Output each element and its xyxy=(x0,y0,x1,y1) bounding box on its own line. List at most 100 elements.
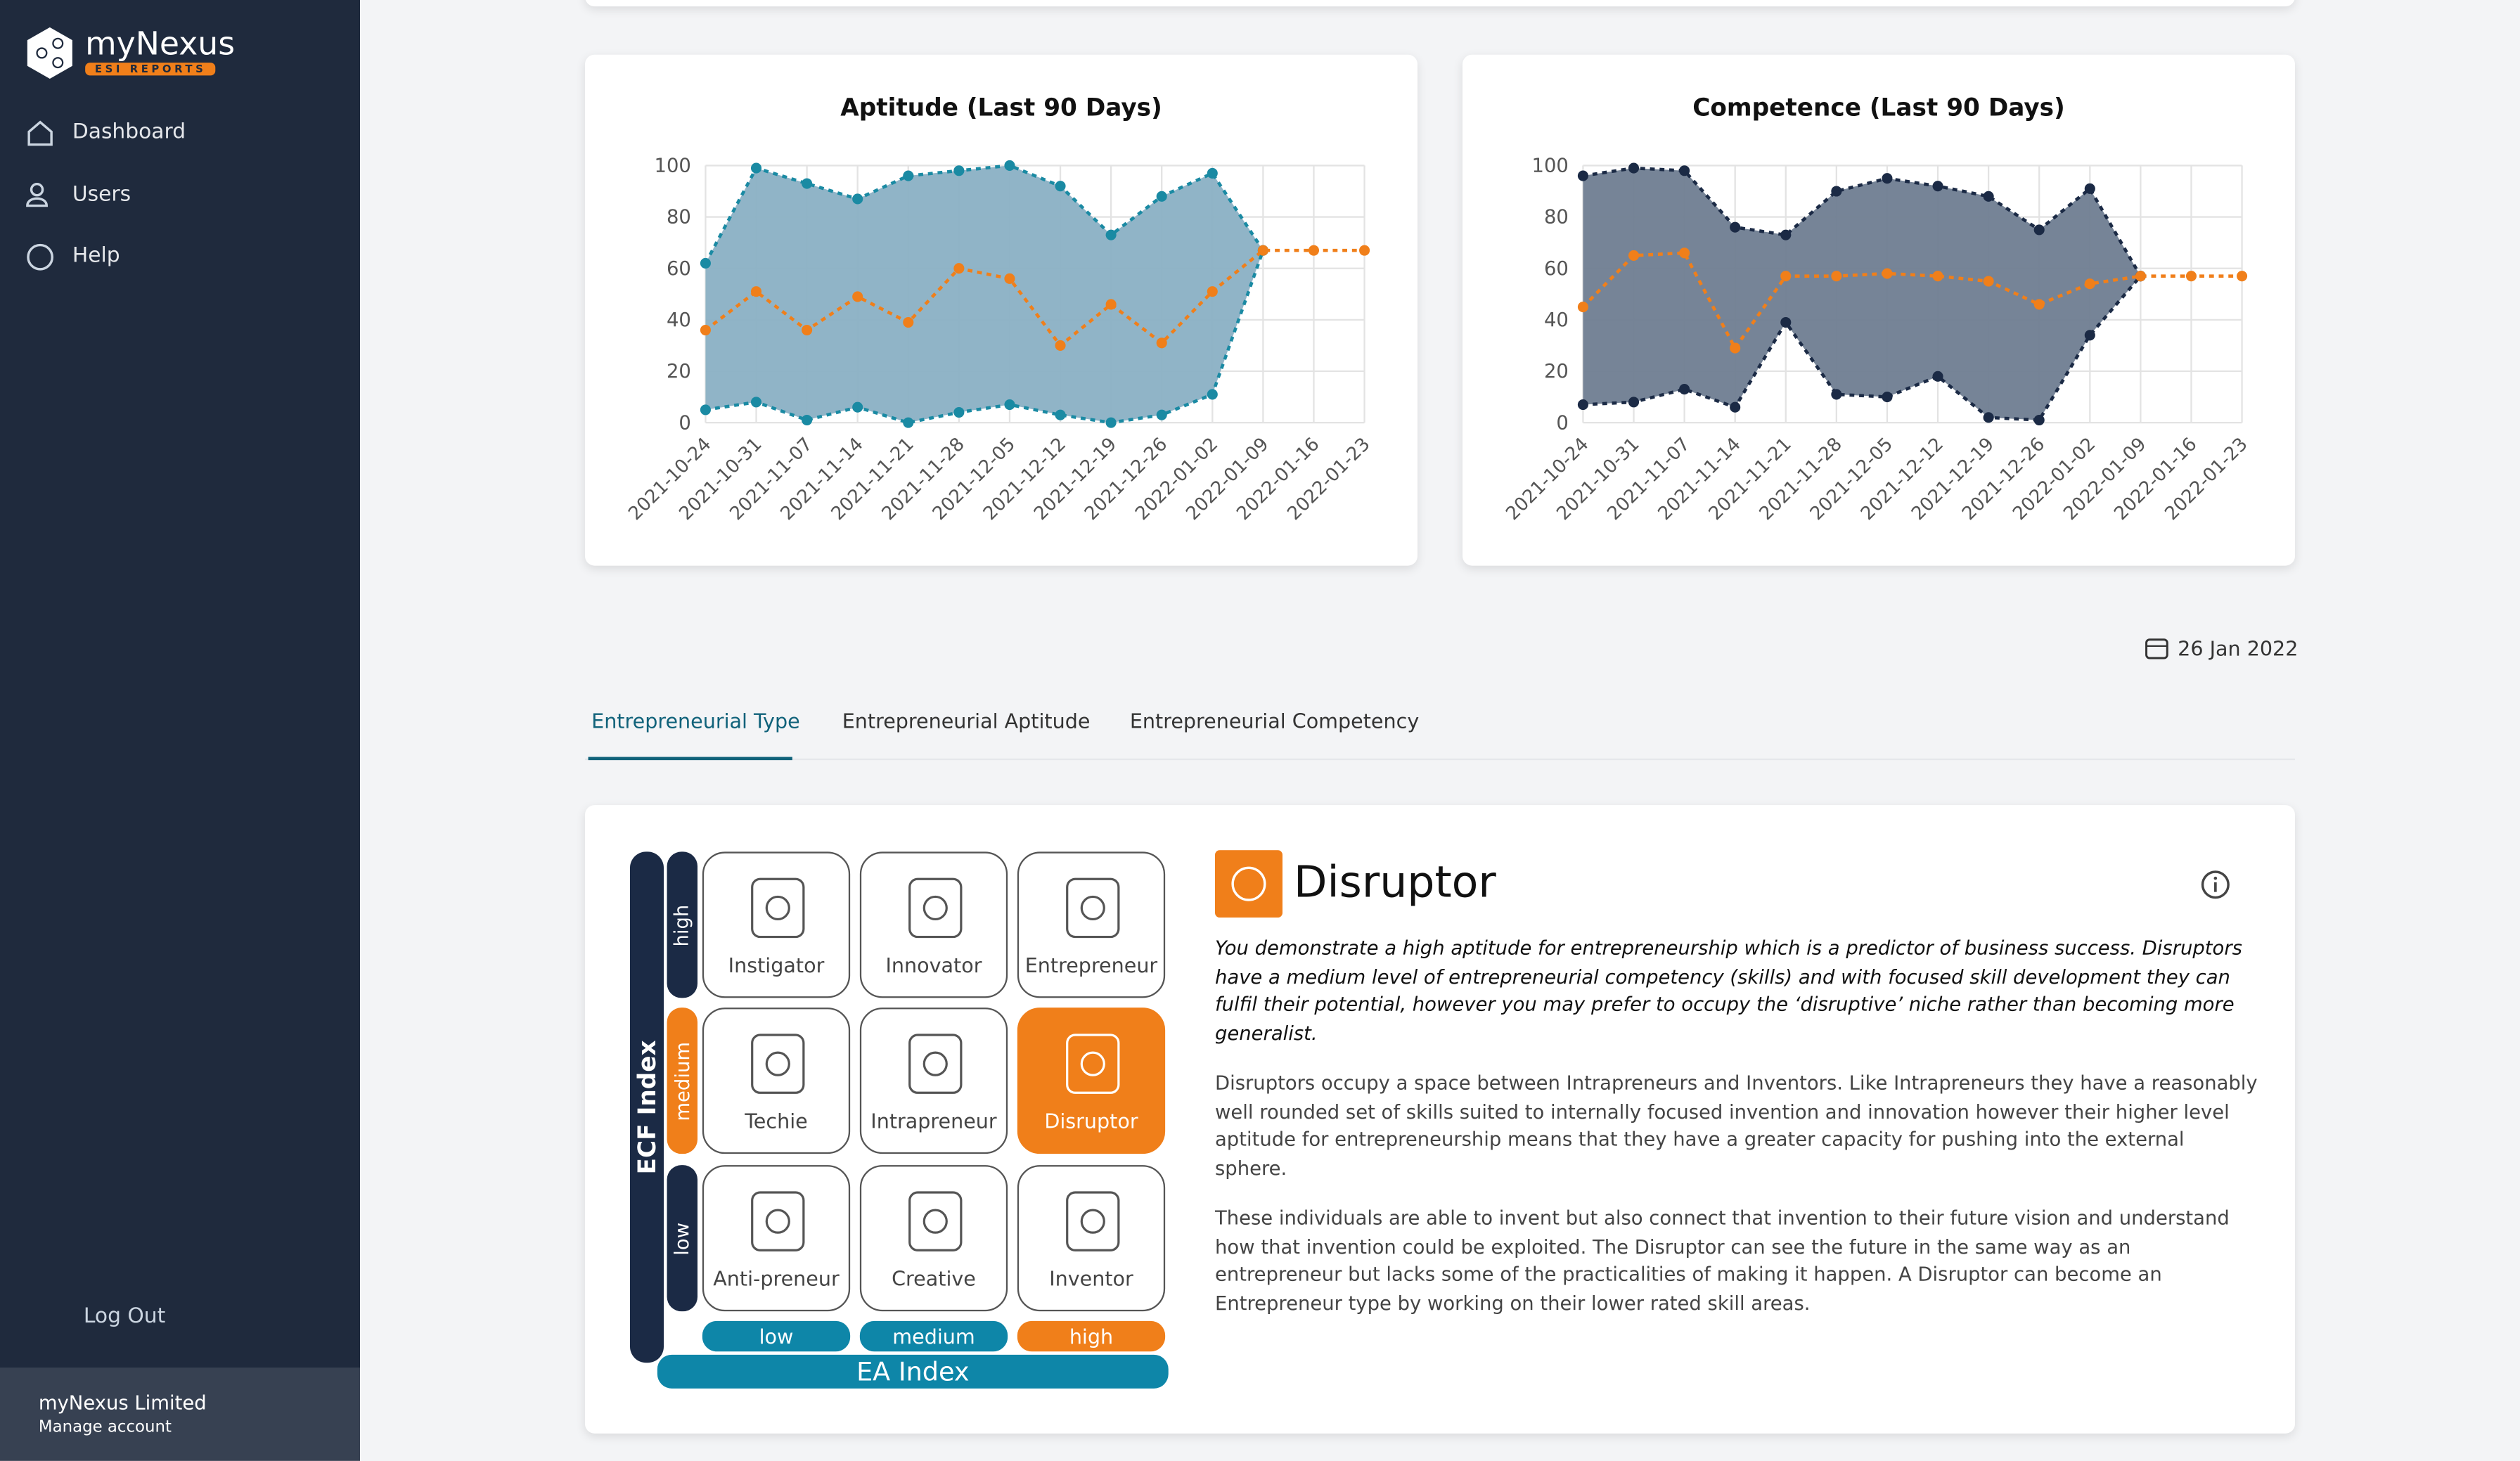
y-level-label: high xyxy=(671,903,694,946)
type-cell[interactable]: Anti-preneur xyxy=(702,1165,851,1312)
line xyxy=(705,250,1265,425)
account-name: myNexus Limited xyxy=(38,1391,207,1415)
point xyxy=(953,263,965,274)
y-tick-label: 100 xyxy=(655,155,691,177)
y-tick-label: 60 xyxy=(667,258,691,280)
point xyxy=(1156,409,1167,420)
point xyxy=(1932,271,1943,282)
line xyxy=(1583,275,2142,422)
point xyxy=(1628,250,1640,261)
calendar-icon xyxy=(2145,638,2168,659)
type-cell-label: Creative xyxy=(892,1266,976,1291)
point xyxy=(1932,181,1943,192)
y-axis-bar: ECF Index xyxy=(629,851,664,1363)
type-cell[interactable]: Intrapreneur xyxy=(859,1008,1008,1154)
y-tick-label: 0 xyxy=(679,412,690,434)
type-cell[interactable]: Entrepreneur xyxy=(1017,851,1166,998)
point xyxy=(903,417,914,428)
chart-card: Competence (Last 90 Days) 0 20 40 60 80 100 202… xyxy=(1462,54,2295,566)
nav-item[interactable]: Users xyxy=(72,183,131,207)
point xyxy=(852,401,863,413)
account-link[interactable]: Manage account xyxy=(38,1419,172,1437)
type-cell-icon xyxy=(751,1034,805,1094)
chart: Aptitude (Last 90 Days)0204060801002021-… xyxy=(624,94,1374,524)
x-axis-label: EA Index xyxy=(856,1356,970,1387)
point xyxy=(1105,299,1117,310)
point xyxy=(1730,221,1741,233)
tab-rule xyxy=(584,758,2295,761)
point xyxy=(1359,245,1370,256)
x-level: low xyxy=(702,1320,851,1352)
y-tick-label: 0 xyxy=(1556,412,1568,434)
type-cell[interactable]: Creative xyxy=(859,1165,1008,1312)
type-cell-icon xyxy=(751,1191,805,1251)
result-title: Disruptor xyxy=(1293,858,1496,908)
type-cell-label: Techie xyxy=(745,1109,808,1133)
point xyxy=(1983,412,1994,423)
type-cell-label: Inventor xyxy=(1049,1266,1133,1291)
point xyxy=(750,286,762,297)
point xyxy=(700,257,711,269)
point xyxy=(1207,167,1218,179)
y-level: low xyxy=(667,1165,698,1312)
date: 26 Jan 2022 xyxy=(2178,636,2299,661)
summary-text: You demonstrate a high aptitude for entr… xyxy=(1214,937,2242,1044)
point xyxy=(2033,224,2045,236)
nav-item[interactable]: Help xyxy=(72,244,120,269)
point xyxy=(1679,247,1690,259)
point xyxy=(700,324,711,336)
point xyxy=(1156,337,1167,349)
area-band xyxy=(705,165,1264,423)
point xyxy=(2084,183,2095,194)
logout[interactable]: Log Out xyxy=(83,1304,166,1330)
point xyxy=(2084,330,2095,341)
point xyxy=(852,291,863,302)
point xyxy=(1004,273,1015,284)
point xyxy=(1780,229,1792,240)
y-tick-label: 40 xyxy=(1544,309,1569,331)
type-cell-label: Disruptor xyxy=(1044,1109,1138,1133)
point xyxy=(1679,384,1690,395)
y-tick-label: 80 xyxy=(1544,207,1569,229)
y-tick-label: 100 xyxy=(1532,155,1569,177)
point xyxy=(1831,271,1842,282)
type-cell-label: Instigator xyxy=(728,953,825,977)
icon-help xyxy=(27,243,53,271)
point xyxy=(953,165,965,176)
type-cell[interactable]: Innovator xyxy=(859,851,1008,998)
point xyxy=(1679,165,1690,176)
tab-indicator xyxy=(588,757,792,761)
nav-item[interactable]: Dashboard xyxy=(72,120,186,145)
type-cell[interactable]: Instigator xyxy=(702,851,851,998)
type-cell-icon xyxy=(1066,1191,1120,1251)
type-cell[interactable]: Inventor xyxy=(1017,1165,1166,1312)
point xyxy=(1932,371,1943,382)
tab[interactable]: Entrepreneurial Competency xyxy=(1129,708,1420,733)
info-icon[interactable] xyxy=(2200,870,2230,900)
line xyxy=(1581,251,2242,352)
summary: You demonstrate a high aptitude for entr… xyxy=(1215,935,2260,1318)
type-cell[interactable]: Disruptor xyxy=(1017,1008,1166,1154)
chart-card: Aptitude (Last 90 Days) 0 20 40 60 80 100 2021-… xyxy=(584,54,1418,566)
point xyxy=(2084,278,2095,290)
chart-title: Competence (Last 90 Days) xyxy=(1692,94,2065,122)
y-tick-label: 40 xyxy=(667,309,691,331)
account: myNexus Limited Manage account xyxy=(0,1367,360,1461)
point xyxy=(802,414,813,426)
tab[interactable]: Entrepreneurial Aptitude xyxy=(842,708,1091,733)
type-cell-label: Anti-preneur xyxy=(713,1266,840,1291)
y-level: medium xyxy=(667,1008,698,1154)
type-icon xyxy=(1214,850,1282,918)
point xyxy=(1004,160,1015,171)
y-level: high xyxy=(667,851,698,998)
icon-users xyxy=(26,182,49,207)
point xyxy=(1207,389,1218,400)
type-cell[interactable]: Techie xyxy=(702,1008,851,1154)
tab[interactable]: Entrepreneurial Type xyxy=(591,708,800,733)
point xyxy=(1882,173,1893,184)
type-cell-icon xyxy=(1066,1034,1120,1094)
x-level: high xyxy=(1017,1320,1166,1352)
point xyxy=(1780,316,1792,328)
